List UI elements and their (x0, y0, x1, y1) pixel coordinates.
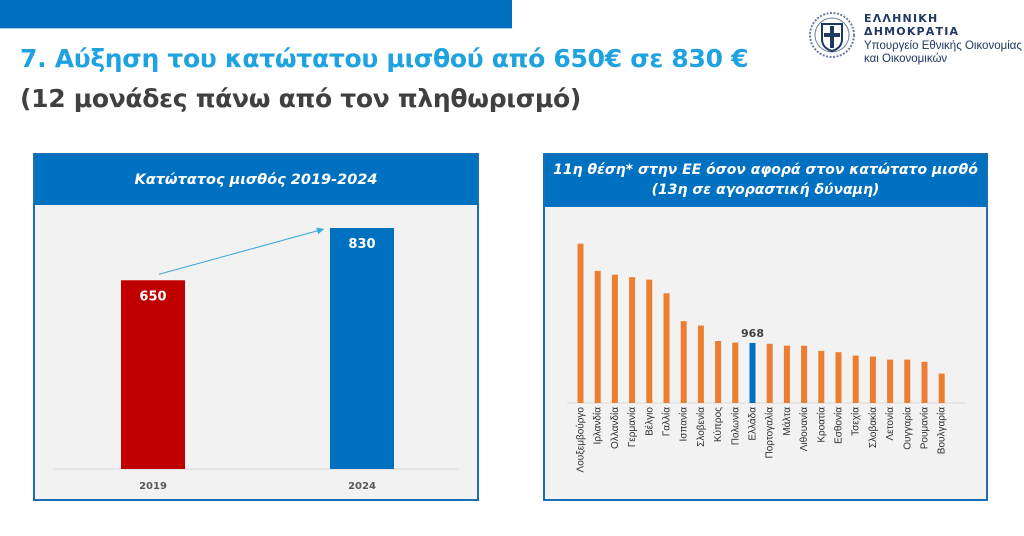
ministry-name-line2: και Οικονομικών (864, 53, 948, 65)
bar-2019 (121, 280, 185, 469)
bar-Τσεχία (852, 355, 859, 403)
bar-Λουξεμβούργο (577, 243, 584, 403)
x-tick-label-Πολωνία: Πολωνία (729, 407, 741, 445)
data-label-2024: 830 (348, 237, 375, 252)
bar-Πολωνία (732, 342, 739, 403)
bar-Ιρλανδία (594, 270, 601, 403)
bar-Λετονία (887, 359, 894, 403)
organization-block: ΕΛΛΗΝΙΚΗ ΔΗΜΟΚΡΑΤΙΑ Υπουργείο Εθνικής Οι… (864, 12, 1024, 66)
org-name: ΕΛΛΗΝΙΚΗ ΔΗΜΟΚΡΑΤΙΑ (864, 12, 960, 38)
increase-arrow-head-icon (316, 227, 324, 235)
x-tick-label-2024: 2024 (348, 481, 376, 492)
bar-Πορτογαλία (766, 343, 773, 403)
data-label-2019: 650 (139, 289, 166, 304)
bar-Κροατία (818, 350, 825, 403)
eu-ranking-chart-panel: 11η θέση* στην ΕΕ όσον αφορά στον κατώτα… (543, 153, 988, 501)
bar-Γερμανία (629, 277, 636, 403)
chart-title-block: 11η θέση* στην ΕΕ όσον αφορά στον κατώτα… (545, 155, 986, 207)
bar-Σλοβακία (869, 356, 876, 403)
x-tick-label-Σλοβενία: Σλοβενία (695, 407, 707, 447)
bar-Κύπρος (715, 341, 722, 403)
x-tick-label-Ισπανία: Ισπανία (678, 407, 690, 442)
x-tick-label-Κροατία: Κροατία (815, 407, 827, 443)
ministry-name-line1: Υπουργείο Εθνικής Οικονομίας (864, 40, 1022, 52)
x-tick-label-Βουλγαρία: Βουλγαρία (936, 407, 948, 454)
bar-Ουγγαρία (904, 359, 911, 403)
slide-subtitle: (12 μονάδες πάνω από τον πληθωρισμό) (20, 84, 582, 113)
x-tick-label-Γερμανία: Γερμανία (626, 407, 638, 447)
bar-Εσθονία (835, 352, 842, 403)
bar-Σλοβενία (697, 325, 704, 403)
x-tick-label-Τσεχία: Τσεχία (850, 407, 862, 436)
x-tick-label-Μάλτα: Μάλτα (781, 407, 793, 436)
x-tick-label-Κύπρος: Κύπρος (712, 407, 724, 442)
x-tick-label-Σλοβακία: Σλοβακία (867, 407, 879, 448)
x-tick-label-Λουξεμβούργο: Λουξεμβούργο (575, 407, 587, 473)
x-tick-label-Ελλάδα: Ελλάδα (747, 407, 759, 441)
x-tick-label-Ρουμανία: Ρουμανία (919, 407, 931, 449)
chart-subtitle: (13η σε αγοραστική δύναμη) (651, 182, 880, 198)
x-tick-label-Λετονία: Λετονία (884, 407, 896, 441)
bar-Βουλγαρία (938, 373, 945, 403)
bar-Βέλγιο (646, 279, 653, 403)
x-tick-label-Ιρλανδία: Ιρλανδία (592, 407, 604, 445)
x-tick-label-Πορτογαλία: Πορτογαλία (764, 407, 776, 459)
slide-title: 7. Αύξηση του κατώτατου μισθού από 650€ … (20, 44, 749, 73)
minimum-wage-chart-panel: Κατώτατος μισθός 2019-2024 650 2019 830 202… (33, 153, 479, 501)
x-tick-label-Εσθονία: Εσθονία (833, 407, 845, 444)
minimum-wage-bar-chart: 650 2019 830 2024 (53, 227, 459, 492)
x-tick-label-Ουγγαρία: Ουγγαρία (901, 407, 913, 450)
top-accent-bar (0, 0, 512, 29)
bar-Ελλάδα (749, 343, 756, 403)
x-tick-label-Λιθουανία: Λιθουανία (798, 407, 810, 451)
eu-minimum-wage-bar-chart: Λουξεμβούργο Ιρλανδία Ολλανδία Γερμανία Βέλγ… (567, 243, 965, 473)
bar-Γαλλία (663, 293, 670, 403)
chart-title: Κατώτατος μισθός 2019-2024 (35, 155, 477, 205)
bar-Λιθουανία (801, 345, 808, 403)
bar-Ολλανδία (611, 274, 618, 403)
bar-Ρουμανία (921, 361, 928, 403)
chart-title: 11η θέση* στην ΕΕ όσον αφορά στον κατώτα… (553, 162, 978, 178)
x-tick-label-Ολλανδία: Ολλανδία (609, 407, 621, 449)
bar-2024 (330, 228, 394, 469)
x-tick-label-2019: 2019 (139, 481, 167, 492)
coat-of-arms-icon (809, 12, 855, 58)
bar-Ισπανία (680, 321, 687, 403)
x-tick-label-Βέλγιο: Βέλγιο (643, 407, 655, 436)
x-tick-label-Γαλλία: Γαλλία (661, 407, 673, 437)
increase-arrow-line (158, 228, 325, 275)
data-label-Ελλάδα: 968 (741, 327, 764, 340)
bar-Μάλτα (783, 345, 790, 403)
